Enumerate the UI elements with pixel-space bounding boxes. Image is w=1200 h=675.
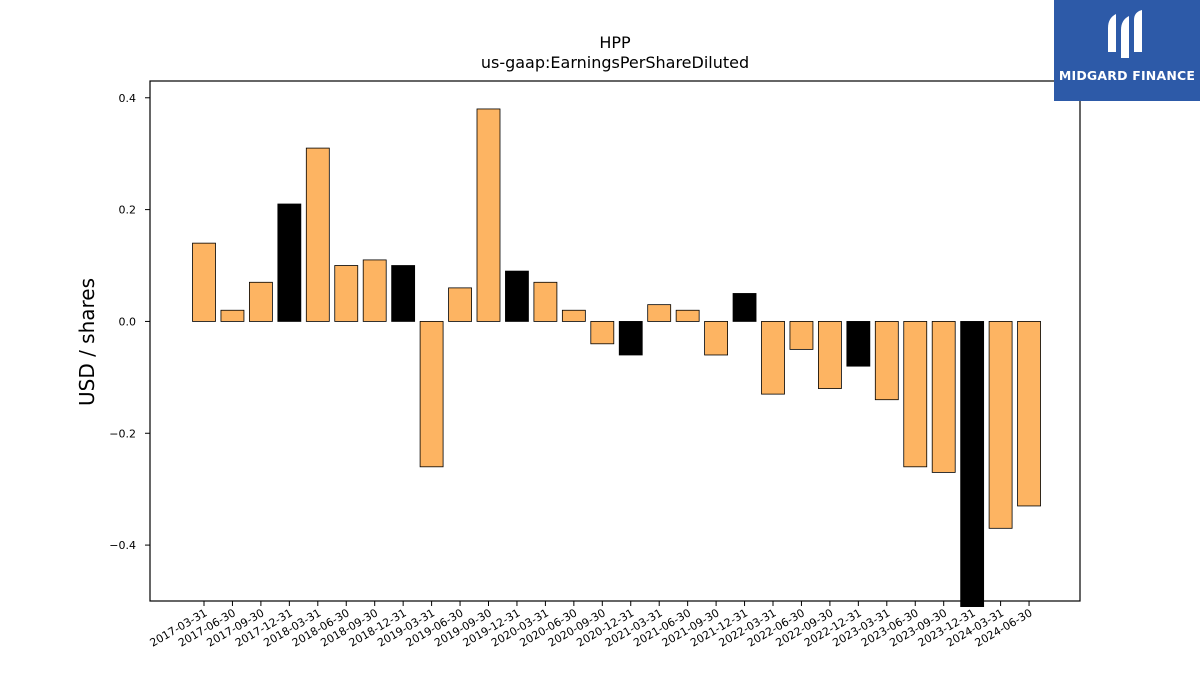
bar-2022-06-30 <box>789 321 814 350</box>
bar-2019-06-30 <box>448 287 472 322</box>
bar-2020-12-31 <box>618 321 643 356</box>
bar-2019-12-31 <box>505 270 529 322</box>
bar-2023-06-30 <box>903 321 928 468</box>
bar-2024-06-30 <box>1017 321 1041 507</box>
y-tick-label: 0.0 <box>119 315 137 328</box>
bar-2017-06-30 <box>220 309 245 322</box>
bar-2022-12-31 <box>846 321 871 367</box>
chart-subtitle: us-gaap:EarningsPerShareDiluted <box>481 53 749 72</box>
midgard-finance-logo: MIDGARD FINANCE <box>1054 0 1200 101</box>
bar-2018-12-31 <box>391 265 416 322</box>
y-axis-label: USD / shares <box>75 278 99 406</box>
bar-2021-03-31 <box>647 304 672 322</box>
bar-2021-12-31 <box>732 293 757 322</box>
bar-2024-03-31 <box>988 321 1013 529</box>
bar-2019-09-30 <box>476 108 501 322</box>
bar-2018-09-30 <box>362 259 387 322</box>
y-tick-label: −0.2 <box>109 427 136 440</box>
y-tick-label: 0.4 <box>119 92 137 105</box>
bar-2017-12-31 <box>277 203 302 322</box>
bar-2023-12-31 <box>960 321 985 607</box>
bar-2017-09-30 <box>248 281 273 322</box>
x-axis: 2017-03-312017-06-302017-09-302017-12-31… <box>148 601 1035 650</box>
bar-2018-06-30 <box>334 265 359 322</box>
bar-2020-06-30 <box>561 309 586 322</box>
midgard-logo-icon <box>1108 10 1142 58</box>
bar-2021-09-30 <box>704 321 728 356</box>
bar-series <box>192 108 1041 607</box>
plot-frame <box>149 80 1081 602</box>
bar-2020-03-31 <box>533 281 558 322</box>
bar-2019-03-31 <box>419 321 444 468</box>
logo-text: MIDGARD FINANCE <box>1058 68 1196 83</box>
bar-2023-09-30 <box>931 321 956 473</box>
bar-2017-03-31 <box>192 242 216 322</box>
bar-2023-03-31 <box>874 321 899 401</box>
chart-title: HPP <box>599 33 631 52</box>
y-tick-label: 0.2 <box>119 204 137 217</box>
bar-2022-09-30 <box>818 321 842 389</box>
bar-2021-06-30 <box>675 309 700 322</box>
y-axis: −0.4 −0.2 0.0 0.2 0.4 <box>109 92 150 552</box>
bar-2022-03-31 <box>761 321 785 395</box>
y-tick-label: −0.4 <box>109 539 136 552</box>
bar-2020-09-30 <box>590 321 615 345</box>
bar-2018-03-31 <box>305 147 330 322</box>
